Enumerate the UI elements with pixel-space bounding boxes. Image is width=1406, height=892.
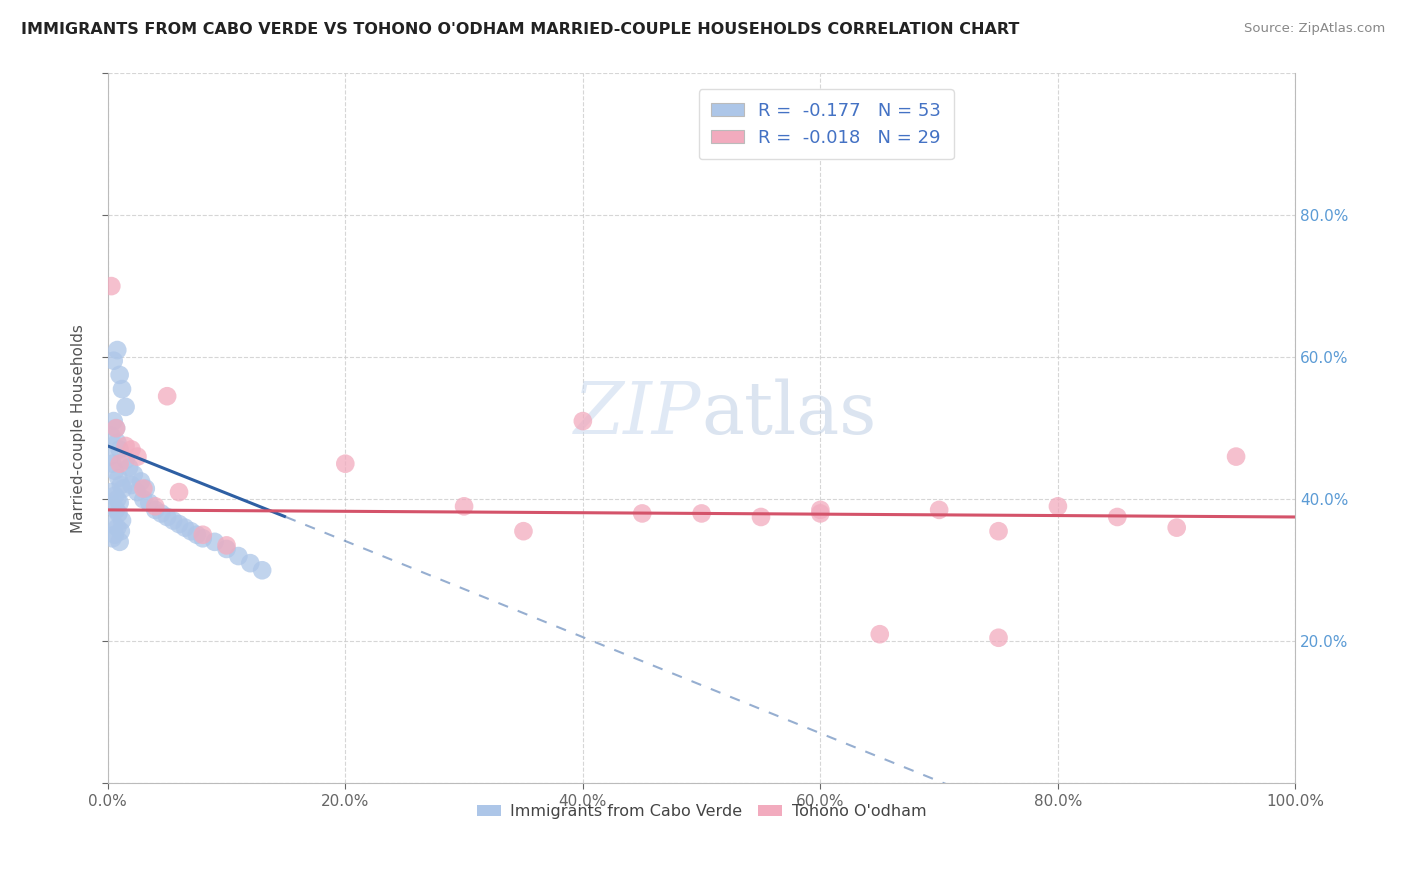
Point — [132, 492, 155, 507]
Point — [118, 460, 141, 475]
Point — [110, 524, 132, 539]
Point — [135, 482, 157, 496]
Point — [690, 507, 713, 521]
Point — [108, 442, 131, 457]
Point — [228, 549, 250, 563]
Point — [631, 507, 654, 521]
Legend: Immigrants from Cabo Verde, Tohono O'odham: Immigrants from Cabo Verde, Tohono O'odh… — [471, 797, 934, 825]
Point — [108, 368, 131, 382]
Point — [162, 514, 184, 528]
Point — [100, 428, 122, 442]
Text: atlas: atlas — [702, 379, 877, 450]
Point — [105, 521, 128, 535]
Point — [749, 510, 772, 524]
Point — [1225, 450, 1247, 464]
Point — [215, 538, 238, 552]
Text: IMMIGRANTS FROM CABO VERDE VS TOHONO O'ODHAM MARRIED-COUPLE HOUSEHOLDS CORRELATI: IMMIGRANTS FROM CABO VERDE VS TOHONO O'O… — [21, 22, 1019, 37]
Point — [104, 464, 127, 478]
Point — [101, 457, 124, 471]
Point — [107, 471, 129, 485]
Point — [104, 489, 127, 503]
Point — [105, 503, 128, 517]
Point — [572, 414, 595, 428]
Point — [107, 507, 129, 521]
Point — [127, 450, 149, 464]
Text: Source: ZipAtlas.com: Source: ZipAtlas.com — [1244, 22, 1385, 36]
Point — [105, 492, 128, 507]
Point — [108, 457, 131, 471]
Point — [108, 496, 131, 510]
Point — [111, 514, 134, 528]
Point — [104, 527, 127, 541]
Point — [138, 496, 160, 510]
Point — [987, 524, 1010, 539]
Point — [101, 531, 124, 545]
Point — [335, 457, 357, 471]
Point — [98, 450, 121, 464]
Point — [111, 382, 134, 396]
Point — [105, 421, 128, 435]
Point — [150, 507, 173, 521]
Point — [103, 517, 125, 532]
Point — [143, 500, 166, 514]
Point — [167, 485, 190, 500]
Point — [105, 421, 128, 435]
Point — [122, 467, 145, 482]
Text: ZIP: ZIP — [574, 379, 702, 450]
Point — [114, 400, 136, 414]
Point — [928, 503, 950, 517]
Point — [105, 435, 128, 450]
Point — [121, 478, 143, 492]
Point — [114, 453, 136, 467]
Point — [103, 414, 125, 428]
Point — [174, 521, 197, 535]
Point — [186, 527, 208, 541]
Point — [204, 534, 226, 549]
Point — [1046, 500, 1069, 514]
Y-axis label: Married-couple Households: Married-couple Households — [72, 324, 86, 533]
Point — [808, 503, 831, 517]
Point — [453, 500, 475, 514]
Point — [100, 485, 122, 500]
Point — [143, 503, 166, 517]
Point — [156, 389, 179, 403]
Point — [215, 541, 238, 556]
Point — [108, 534, 131, 549]
Point — [180, 524, 202, 539]
Point — [156, 510, 179, 524]
Point — [101, 500, 124, 514]
Point — [869, 627, 891, 641]
Point — [191, 531, 214, 545]
Point — [250, 563, 273, 577]
Point — [132, 482, 155, 496]
Point — [191, 527, 214, 541]
Point — [103, 353, 125, 368]
Point — [110, 478, 132, 492]
Point — [987, 631, 1010, 645]
Point — [100, 279, 122, 293]
Point — [167, 517, 190, 532]
Point — [121, 442, 143, 457]
Point — [114, 439, 136, 453]
Point — [1166, 521, 1188, 535]
Point — [239, 556, 262, 570]
Point — [129, 475, 152, 489]
Point — [512, 524, 534, 539]
Point — [808, 507, 831, 521]
Point — [112, 482, 135, 496]
Point — [105, 343, 128, 357]
Point — [1107, 510, 1129, 524]
Point — [127, 485, 149, 500]
